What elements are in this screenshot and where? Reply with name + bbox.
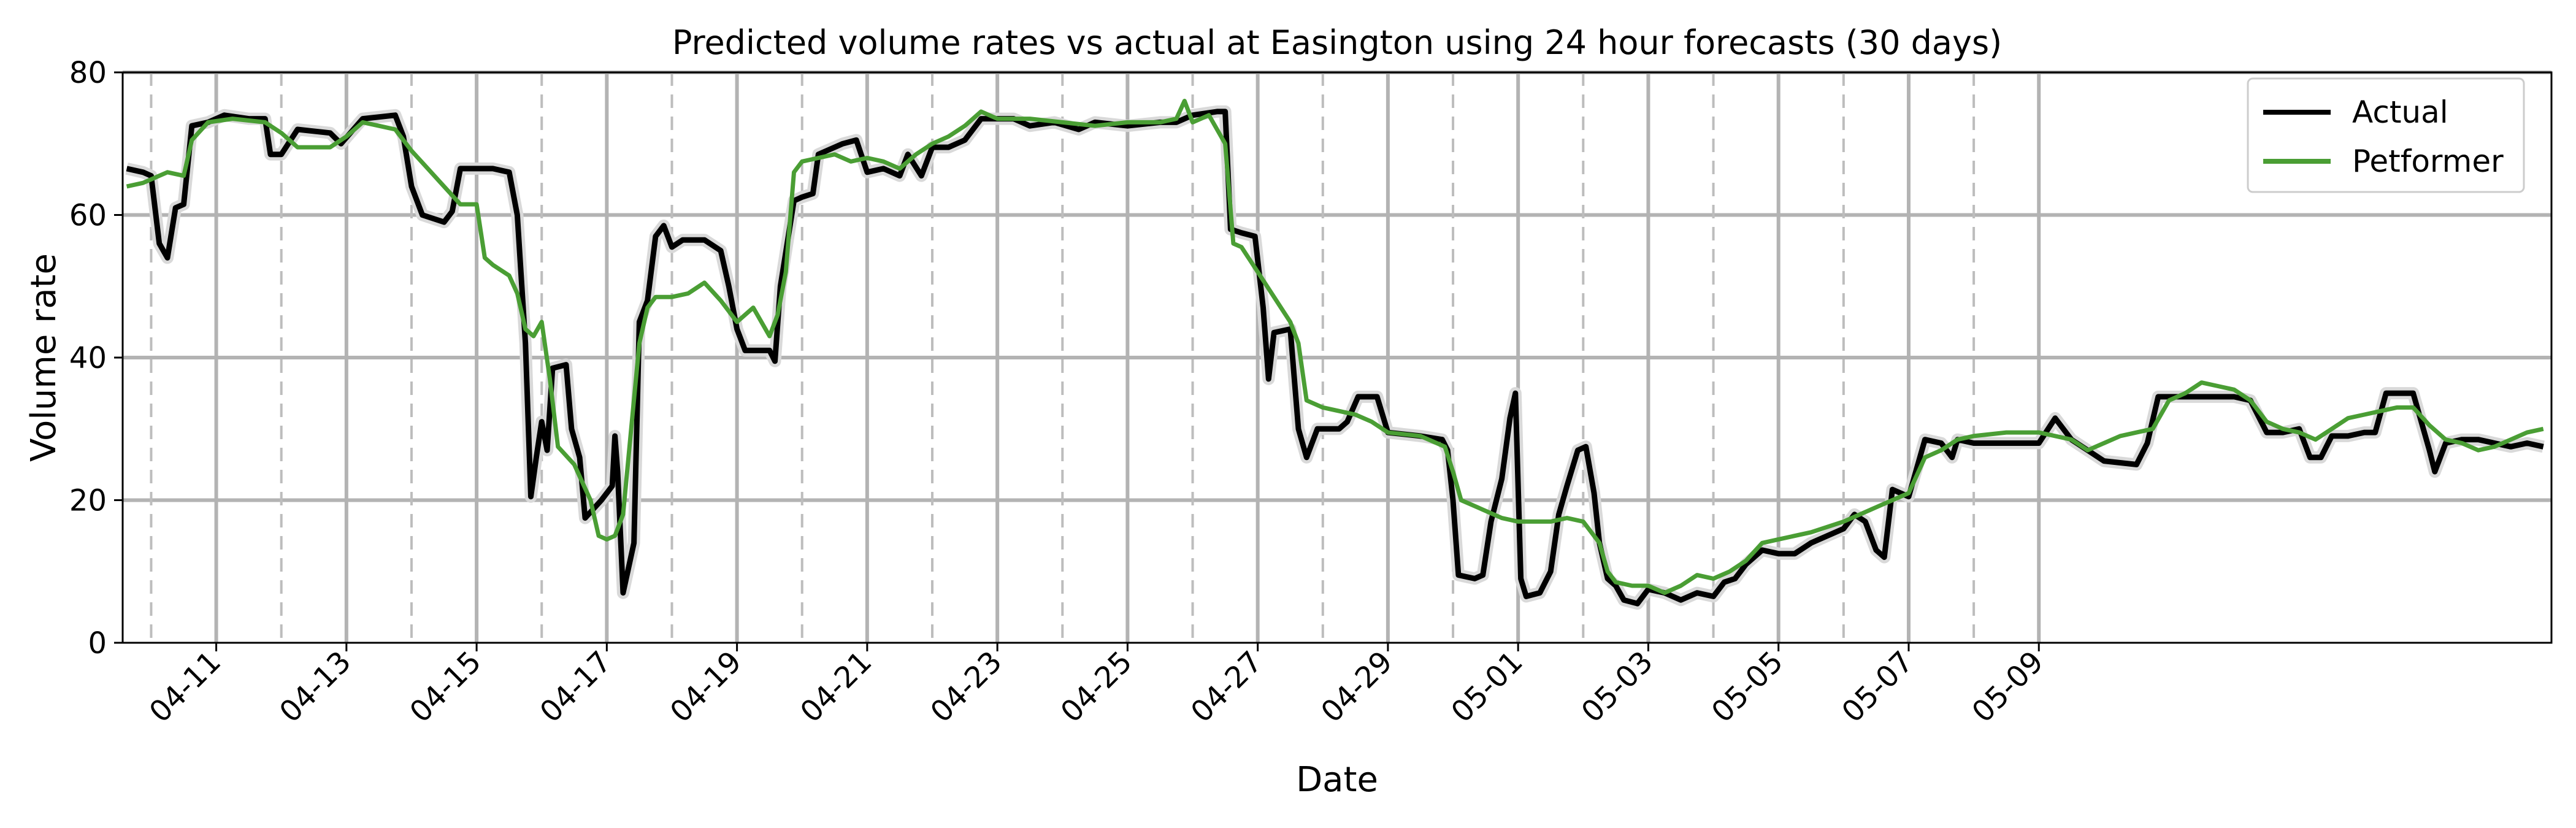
legend-label: Petformer [2352,144,2504,179]
series-layer [125,99,2545,610]
y-tick-label: 0 [88,626,107,661]
y-axis-label: Volume rate [24,253,64,462]
chart-title: Predicted volume rates vs actual at Easi… [672,23,2002,62]
y-tick-label: 80 [69,56,107,90]
y-tick-label: 40 [69,341,107,375]
petformer-series-line [126,99,2544,596]
y-tick-label: 60 [69,199,107,233]
legend: Actual Petformer [2247,77,2525,193]
x-axis-label: Date [1296,760,1378,800]
y-tick-label: 20 [69,484,107,518]
legend-label: Actual [2352,94,2448,130]
actual-series-line [126,109,2544,607]
